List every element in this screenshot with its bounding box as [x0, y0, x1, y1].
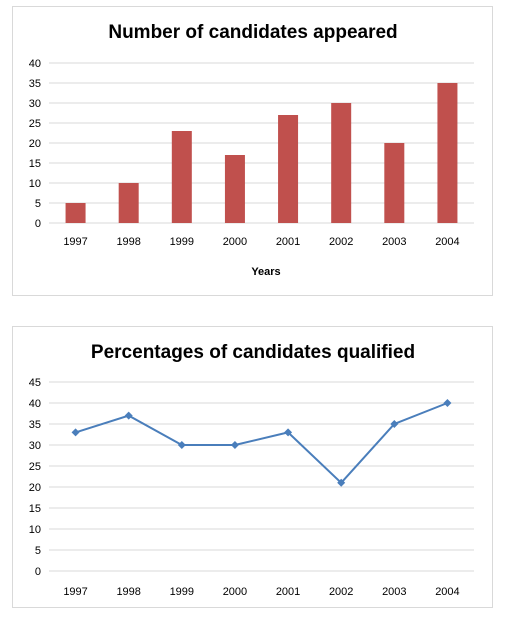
line-y-tick-label: 40 — [29, 398, 41, 410]
line-x-tick-label: 1997 — [63, 586, 87, 598]
bar-y-tick-label: 30 — [29, 98, 41, 110]
bar-chart-title: Number of candidates appeared — [108, 22, 397, 43]
line-point-marker — [284, 428, 293, 437]
line-point-marker — [390, 420, 399, 428]
line-x-tick-label: 2002 — [329, 586, 353, 598]
line-x-tick-label: 2001 — [276, 586, 300, 598]
bar-y-tick-label: 25 — [29, 118, 41, 130]
bar-y-tick-label: 15 — [29, 158, 41, 170]
line-y-tick-label: 5 — [35, 545, 41, 557]
bar — [65, 203, 86, 223]
line-x-tick-label: 2003 — [382, 586, 406, 598]
bar-x-tick-label: 2002 — [329, 236, 353, 248]
line-y-tick-label: 20 — [29, 482, 41, 494]
bar — [278, 115, 299, 223]
bar — [384, 143, 405, 223]
line-chart: Percentages of candidates qualified 0 5 10… — [29, 342, 474, 598]
bar-y-tick-label: 10 — [29, 178, 41, 190]
bar-y-tick-label: 40 — [29, 58, 41, 70]
line-y-tick-label: 45 — [29, 377, 41, 389]
bar-x-tick-label: 1999 — [170, 236, 194, 248]
line-chart-title: Percentages of candidates qualified — [91, 342, 415, 363]
bar — [118, 183, 139, 223]
line-y-tick-label: 35 — [29, 419, 41, 431]
bar-x-tick-label: 2000 — [223, 236, 247, 248]
line-series-path — [75, 402, 448, 485]
bar — [331, 103, 352, 223]
bar — [171, 131, 192, 223]
line-y-tick-label: 30 — [29, 440, 41, 452]
bar-chart-panel: Number of candidates appeared 0 5 10 15 20 25… — [12, 6, 493, 296]
bar-x-tick-label: 2003 — [382, 236, 406, 248]
bar-x-tick-label: 1997 — [63, 236, 87, 248]
line-y-tick-label: 25 — [29, 461, 41, 473]
bar-y-tick-label: 0 — [35, 218, 41, 230]
bar-chart-x-axis-label: Years — [251, 266, 280, 278]
line-point-marker — [443, 399, 452, 407]
line-x-tick-label: 2004 — [435, 586, 459, 598]
bar-chart: Number of candidates appeared 0 5 10 15 20 25… — [29, 22, 474, 278]
bar-x-tick-label: 2001 — [276, 236, 300, 248]
bar-y-tick-label: 20 — [29, 138, 41, 150]
line-x-tick-label: 1998 — [116, 586, 140, 598]
bar-x-tick-label: 2004 — [435, 236, 459, 248]
line-point-marker — [71, 428, 80, 437]
bar — [437, 83, 458, 223]
line-point-marker — [177, 441, 186, 449]
line-point-marker — [124, 411, 133, 420]
line-y-tick-label: 10 — [29, 524, 41, 536]
line-point-marker — [230, 441, 239, 449]
line-chart-panel: Percentages of candidates qualified 0 5 10… — [12, 326, 493, 608]
line-y-tick-label: 15 — [29, 503, 41, 515]
bar-y-tick-label: 35 — [29, 78, 41, 90]
bar-x-tick-label: 1998 — [116, 236, 140, 248]
line-y-tick-label: 0 — [35, 566, 41, 578]
bar — [224, 155, 245, 223]
line-x-tick-label: 1999 — [170, 586, 194, 598]
line-point-marker — [337, 478, 346, 487]
bar-y-tick-label: 5 — [35, 198, 41, 210]
line-x-tick-label: 2000 — [223, 586, 247, 598]
